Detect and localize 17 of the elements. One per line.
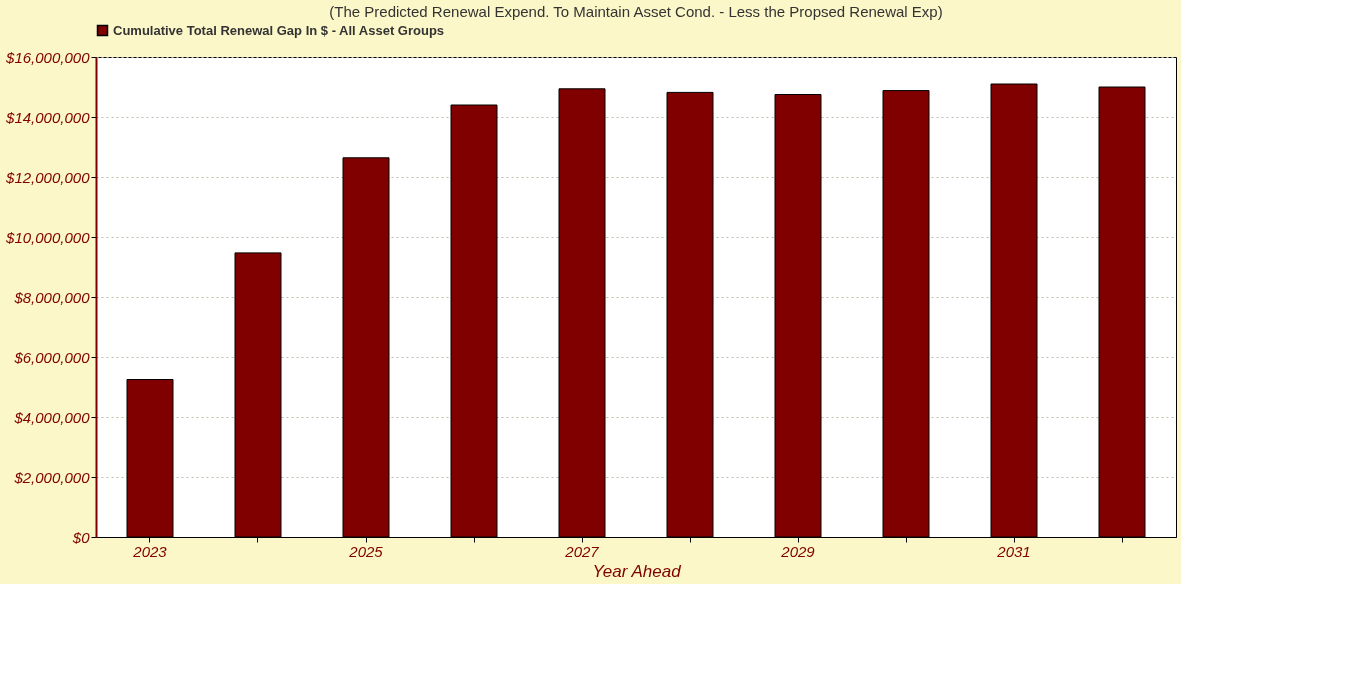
legend-label: Cumulative Total Renewal Gap In $ - All Asset Groups: [113, 22, 445, 38]
y-tick-label: $14,000,000: [5, 108, 91, 126]
x-axis-title: Year Ahead: [592, 561, 682, 581]
x-tick-label: 2025: [348, 542, 384, 560]
y-tick-label: $4,000,000: [13, 408, 91, 426]
chart-subtitle: (The Predicted Renewal Expend. To Maintain Asset Cond. - Less the Propsed Renewal Exp): [329, 3, 943, 20]
y-tick-label: $16,000,000: [5, 48, 91, 66]
x-tick-label: 2031: [996, 542, 1031, 560]
y-tick-label: $0: [71, 528, 91, 546]
y-tick-label: $10,000,000: [5, 228, 91, 246]
y-tick-label: $2,000,000: [13, 468, 91, 486]
y-tick-label: $8,000,000: [13, 288, 91, 306]
x-tick-label: 2023: [132, 542, 168, 560]
x-tick-label: 2027: [564, 542, 600, 560]
x-tick-label: 2029: [780, 542, 816, 560]
y-tick-label: $12,000,000: [5, 168, 91, 186]
y-tick-label: $6,000,000: [13, 348, 91, 366]
